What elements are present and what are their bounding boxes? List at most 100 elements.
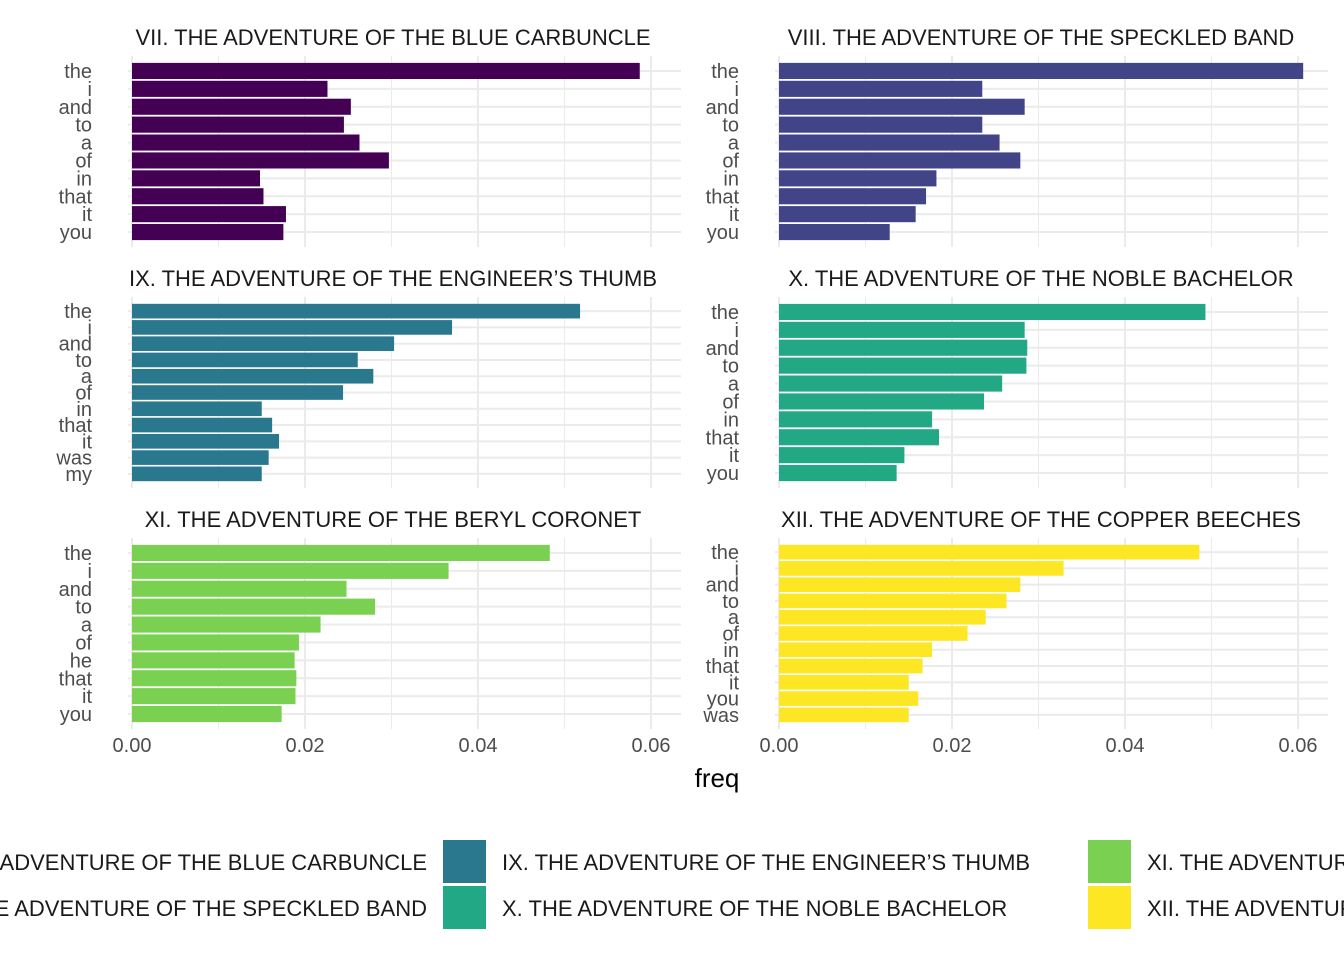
bar-you <box>132 223 284 241</box>
category-label: was <box>55 448 92 470</box>
category-label: to <box>722 591 739 613</box>
bar-of <box>779 626 968 641</box>
facet-title: VII. THE ADVENTURE OF THE BLUE CARBUNCLE <box>135 25 650 50</box>
bar-of <box>132 634 299 651</box>
bar-i <box>132 80 328 97</box>
category-label: to <box>75 350 92 372</box>
bar-i <box>132 562 449 579</box>
legend: VII. THE ADVENTURE OF THE BLUE CARBUNCLE… <box>0 840 1344 929</box>
bar-in <box>779 411 933 428</box>
category-label: the <box>64 301 92 323</box>
category-label: in <box>723 409 739 431</box>
bar-it <box>779 206 916 223</box>
category-label: to <box>722 356 739 378</box>
legend-key <box>443 886 486 929</box>
x-axis-title: freq <box>695 763 740 793</box>
bar-and <box>779 339 1028 356</box>
category-label: to <box>722 115 739 137</box>
category-label: of <box>75 383 92 405</box>
panel-viii-the-adventure-of-the-speckled-band: VIII. THE ADVENTURE OF THE SPECKLED BAND… <box>706 25 1328 247</box>
bar-to <box>132 598 376 615</box>
legend-label: VII. THE ADVENTURE OF THE BLUE CARBUNCLE <box>0 850 427 875</box>
category-label: that <box>59 668 93 690</box>
category-label: the <box>711 61 739 83</box>
legend-label: XII. THE ADVENTURE OF THE COPPER BEECHES <box>1147 896 1344 921</box>
bar-and <box>132 580 347 597</box>
bar-to <box>779 593 1007 609</box>
facet-title: XII. THE ADVENTURE OF THE COPPER BEECHES <box>781 507 1301 532</box>
category-label: in <box>76 399 92 421</box>
legend-label: XI. THE ADVENTURE OF THE BERYL CORONET <box>1147 850 1344 875</box>
bar-a <box>132 368 374 384</box>
bar-that <box>779 188 927 205</box>
category-label: i <box>88 317 92 339</box>
category-label: that <box>706 186 740 208</box>
category-label: of <box>722 150 739 172</box>
x-tick-label: 0.04 <box>459 735 498 757</box>
bar-a <box>132 616 321 633</box>
bar-you <box>132 705 282 723</box>
category-label: a <box>728 607 740 629</box>
panel-vii-the-adventure-of-the-blue-carbuncle: VII. THE ADVENTURE OF THE BLUE CARBUNCLE… <box>59 25 681 247</box>
bar-a <box>779 609 986 625</box>
bar-he <box>132 652 295 669</box>
legend-key <box>443 840 486 883</box>
bar-my <box>132 466 262 482</box>
bar-to <box>779 357 1027 374</box>
legend-label: X. THE ADVENTURE OF THE NOBLE BACHELOR <box>502 896 1007 921</box>
bar-i <box>779 321 1025 338</box>
category-label: i <box>735 79 739 101</box>
bar-and <box>132 336 395 352</box>
category-label: you <box>707 689 739 711</box>
bar-it <box>132 206 286 223</box>
bar-and <box>779 98 1025 115</box>
bar-the <box>779 62 1304 80</box>
category-label: a <box>81 133 93 155</box>
bar-it <box>132 688 296 705</box>
category-label: the <box>711 542 739 564</box>
x-tick-label: 0.02 <box>286 735 325 757</box>
bar-that <box>132 188 264 205</box>
category-label: it <box>82 431 92 453</box>
category-label: in <box>723 168 739 190</box>
bar-you <box>779 691 919 706</box>
bar-the <box>132 544 550 562</box>
bar-that <box>132 417 273 433</box>
category-label: the <box>711 302 739 324</box>
bar-and <box>132 98 351 115</box>
bar-was <box>132 450 269 465</box>
category-label: my <box>65 464 92 486</box>
category-label: was <box>702 705 739 727</box>
x-tick-label: 0.00 <box>760 735 799 757</box>
bar-to <box>779 116 983 133</box>
category-label: it <box>82 686 92 708</box>
category-label: the <box>64 543 92 565</box>
category-label: and <box>706 338 739 360</box>
facet-title: XI. THE ADVENTURE OF THE BERYL CORONET <box>145 507 642 532</box>
category-label: and <box>706 97 739 119</box>
category-label: and <box>59 334 92 356</box>
category-label: of <box>722 624 739 646</box>
bar-in <box>132 401 262 417</box>
category-label: to <box>75 115 92 137</box>
bar-in <box>132 170 261 187</box>
category-label: that <box>59 415 93 437</box>
category-label: it <box>729 204 739 226</box>
bar-in <box>779 642 933 658</box>
panel-x-the-adventure-of-the-noble-bachelor: X. THE ADVENTURE OF THE NOBLE BACHELOR th… <box>706 266 1328 488</box>
bar-to <box>132 116 344 133</box>
bar-you <box>779 223 890 241</box>
category-label: you <box>707 463 739 485</box>
bar-that <box>779 658 923 674</box>
x-tick-label: 0.04 <box>1106 735 1145 757</box>
category-label: it <box>729 672 739 694</box>
bar-was <box>779 707 909 723</box>
category-label: a <box>81 615 93 637</box>
panel-ix-the-adventure-of-the-engineer-s-thumb: IX. THE ADVENTURE OF THE ENGINEER’S THUM… <box>55 266 681 488</box>
bar-and <box>779 577 1021 593</box>
category-label: he <box>70 650 92 672</box>
bar-the <box>132 62 640 80</box>
category-label: of <box>75 150 92 172</box>
bar-of <box>132 152 389 169</box>
panel-xii-the-adventure-of-the-copper-beeches: XII. THE ADVENTURE OF THE COPPER BEECHES… <box>702 507 1328 757</box>
